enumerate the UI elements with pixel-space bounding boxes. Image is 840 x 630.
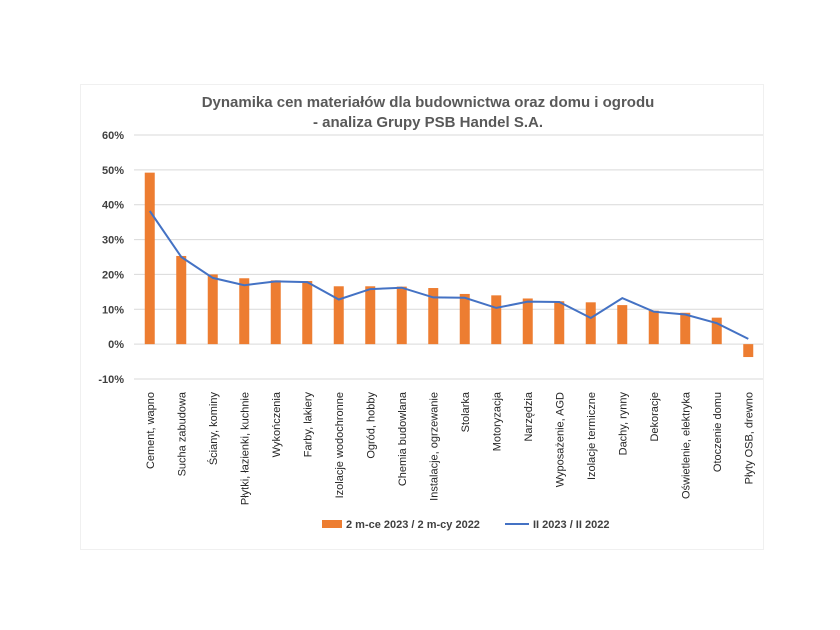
bar [239,278,250,345]
category-label: Płytki, łazienki, kuchnie [239,392,251,505]
bar [711,317,722,345]
category-label: Ściany, kominy [207,392,220,466]
category-label: Płyty OSB, drewno [743,392,755,484]
category-label: Ogród, hobby [365,392,377,459]
bar [680,312,691,345]
chart-frame: Dynamika cen materiałów dla budownictwa … [80,84,764,550]
gridlines [134,134,763,380]
chart-svg: Dynamika cen materiałów dla budownictwa … [98,94,763,531]
chart-title-line-1: Dynamika cen materiałów dla budownictwa … [202,94,655,111]
category-label: Narzędzia [523,391,535,441]
bar [428,288,439,345]
line-series [148,210,749,340]
bar [743,344,754,358]
y-tick-label: -10% [98,374,124,386]
category-label: Izolacje wodochronne [334,392,346,498]
y-tick-label: 20% [102,269,124,281]
legend-label-line: II 2023 / II 2022 [533,519,609,531]
category-label: Oświetlenie, elektryka [680,391,692,499]
category-label: Dekoracje [649,392,661,442]
bar [144,172,155,345]
category-label: Wykończenia [271,391,283,457]
legend-swatch-bar [322,520,342,528]
category-label: Farby, lakiery [302,392,314,458]
y-tick-label: 60% [102,130,124,142]
bar [522,298,533,345]
bar [617,305,628,345]
legend: 2 m-ce 2023 / 2 m-cy 2022 II 2023 / II 2… [322,519,609,531]
bar-series [144,172,754,358]
category-label: Instalacje, ogrzewanie [428,392,440,501]
legend-label-bar: 2 m-ce 2023 / 2 m-cy 2022 [346,519,480,531]
bar [365,286,376,345]
bar [207,274,218,345]
bar [302,281,313,345]
y-axis-ticks: 60% 50% 40% 30% 20% 10% 0% -10% [98,130,124,386]
y-tick-label: 30% [102,235,124,247]
category-label: Dachy, rynny [617,392,629,456]
category-label: Chemia budowlana [397,391,409,486]
y-tick-label: 10% [102,304,124,316]
y-tick-label: 40% [102,200,124,212]
category-label: Otoczenie domu [712,392,724,472]
category-label: Cement, wapno [145,392,157,469]
category-labels: Cement, wapno Sucha zabudowa Ściany, komin… [145,391,756,505]
bar [491,295,502,345]
bar [554,301,565,345]
category-label: Sucha zabudowa [176,391,188,476]
y-tick-label: 0% [108,339,124,351]
category-label: Stolarka [460,391,472,432]
y-tick-label: 50% [102,165,124,177]
bar [585,302,596,345]
category-label: Motoryzacja [491,391,503,451]
bar [396,286,407,345]
bar [333,286,344,345]
category-label: Wyposażenie, AGD [554,392,566,487]
bar [648,310,659,345]
chart-title-line-2: - analiza Grupy PSB Handel S.A. [313,114,543,131]
bar [459,293,470,345]
bar [270,280,281,345]
bar [176,255,187,345]
category-label: Izolacje termiczne [586,392,598,480]
